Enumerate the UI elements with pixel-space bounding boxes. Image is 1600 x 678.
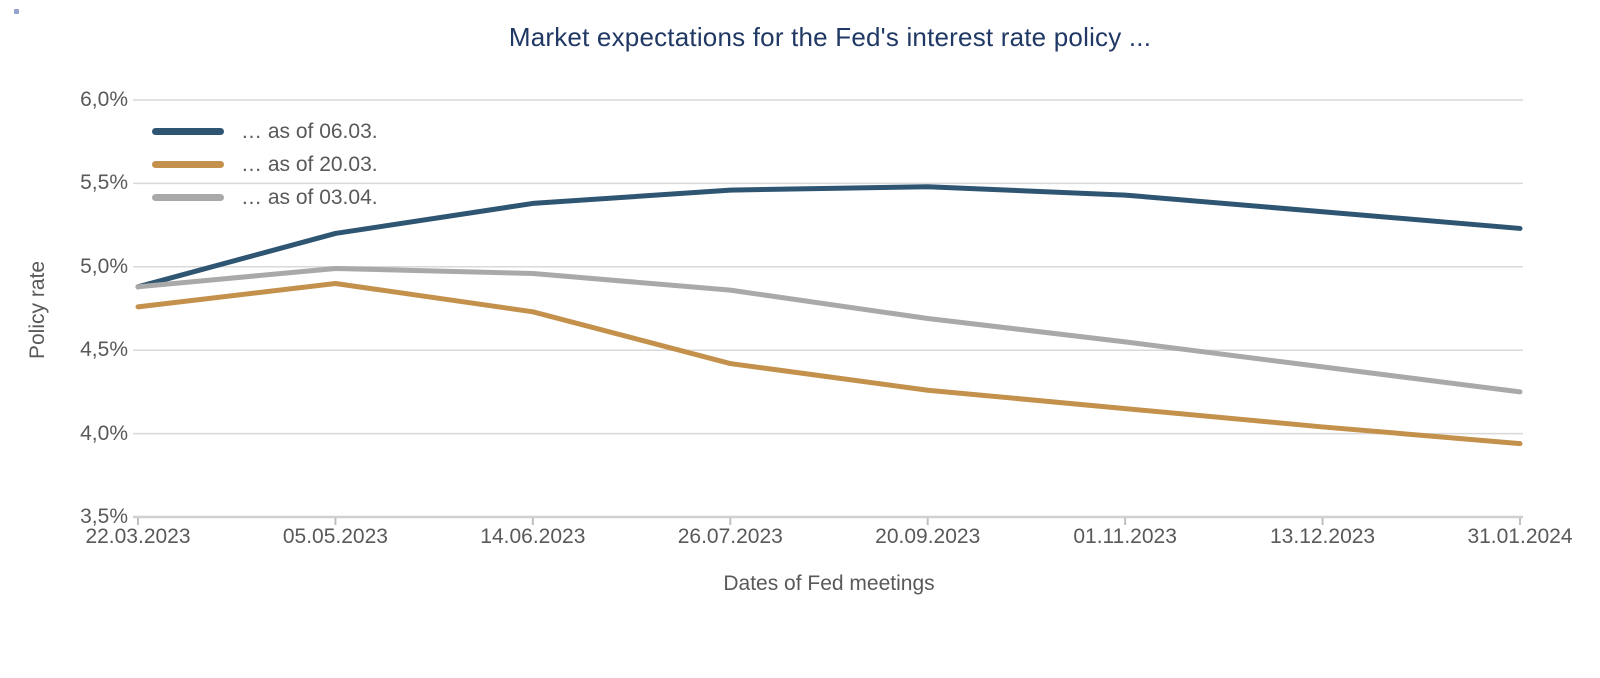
x-tick-label: 20.09.2023 [875, 525, 981, 548]
x-axis-title: Dates of Fed meetings [723, 572, 935, 595]
legend-label: … as of 03.04. [241, 185, 378, 209]
y-tick-label: 5,5% [80, 171, 128, 195]
x-tick-label: 05.05.2023 [282, 525, 388, 548]
series-line-0603 [135, 184, 1523, 290]
series-line-0304 [135, 265, 1523, 395]
y-tick-label: 5,0% [80, 254, 128, 278]
legend-item: … as of 06.03. [152, 115, 378, 148]
y-axis-title: Policy rate [26, 260, 49, 360]
y-tick-label: 4,0% [80, 421, 128, 445]
y-tick-label: 3,5% [80, 505, 128, 528]
x-tick-label: 22.03.2023 [85, 525, 191, 548]
y-tick-label: 6,0% [80, 88, 128, 111]
x-tick-label: 13.12.2023 [1270, 525, 1376, 548]
y-tick-label: 4,5% [80, 338, 128, 362]
legend-item: … as of 20.03. [152, 148, 378, 181]
stray-dot [14, 9, 19, 14]
x-tick-label: 26.07.2023 [677, 525, 783, 548]
legend-line-swatch [152, 194, 224, 201]
legend: … as of 06.03. … as of 20.03. … as of 03.0… [152, 115, 378, 214]
x-tick-label: 14.06.2023 [480, 525, 586, 548]
legend-line-swatch [152, 161, 224, 168]
x-tick-label: 01.11.2023 [1073, 525, 1177, 548]
legend-line-swatch [152, 128, 224, 135]
legend-item: … as of 03.04. [152, 181, 378, 214]
x-tick-label: 31.01.2024 [1467, 525, 1573, 548]
legend-label: … as of 06.03. [241, 119, 378, 143]
legend-label: … as of 20.03. [241, 152, 378, 176]
series-line-2003 [135, 280, 1523, 447]
chart-title: Market expectations for the Fed's intere… [508, 22, 1152, 52]
